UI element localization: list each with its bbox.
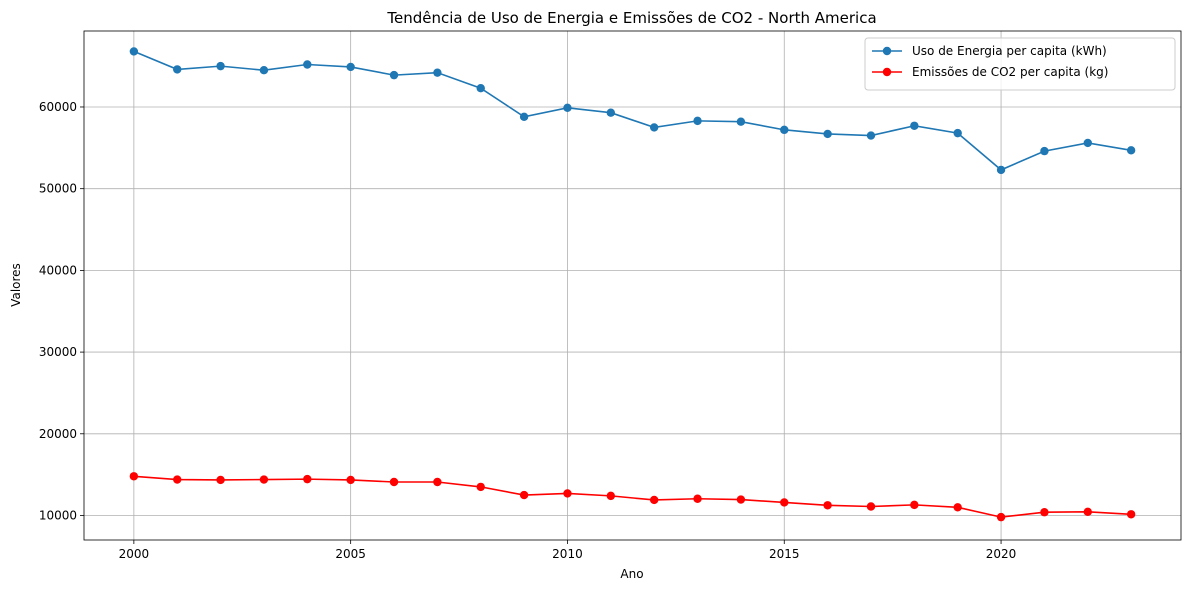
x-tick-label: 2010 bbox=[552, 547, 583, 561]
data-point bbox=[910, 121, 919, 130]
data-point bbox=[736, 495, 746, 504]
data-point bbox=[693, 116, 702, 126]
data-point bbox=[476, 482, 485, 492]
series-2 bbox=[129, 472, 1136, 522]
data-point bbox=[1083, 507, 1092, 517]
data-point bbox=[780, 498, 789, 507]
data-point bbox=[606, 108, 616, 117]
data-point bbox=[866, 502, 876, 511]
x-axis-label: Ano bbox=[620, 567, 643, 581]
data-point bbox=[996, 512, 1006, 522]
series-line bbox=[133, 475, 1132, 518]
data-point bbox=[216, 475, 225, 485]
y-axis-ticks: 10000 20000 30000 40000 50000 60000 bbox=[39, 100, 84, 522]
x-tick-label: 2020 bbox=[986, 547, 1017, 561]
data-point bbox=[433, 68, 442, 77]
data-point bbox=[996, 165, 1006, 175]
series-1 bbox=[129, 47, 1136, 175]
series-line bbox=[133, 50, 1132, 171]
plot-frame bbox=[83, 30, 1182, 541]
data-point bbox=[173, 65, 182, 74]
data-point bbox=[389, 70, 399, 80]
data-point bbox=[173, 475, 182, 484]
data-point bbox=[519, 490, 529, 500]
data-point bbox=[910, 500, 919, 510]
legend-entry: Emissões de CO2 per capita (kg) bbox=[872, 65, 1108, 79]
data-point bbox=[1126, 510, 1136, 519]
data-point bbox=[519, 112, 529, 121]
data-point bbox=[259, 66, 269, 75]
data-point bbox=[129, 472, 139, 481]
data-point bbox=[1083, 138, 1092, 148]
data-point bbox=[259, 475, 269, 484]
data-point bbox=[563, 103, 572, 112]
data-point bbox=[866, 131, 876, 140]
series-layer bbox=[129, 47, 1136, 522]
chart-title: Tendência de Uso de Energia e Emissões d… bbox=[386, 9, 876, 27]
data-point bbox=[303, 60, 312, 69]
legend-box bbox=[864, 37, 1176, 91]
legend-marker bbox=[882, 67, 892, 77]
data-point bbox=[389, 477, 399, 487]
data-point bbox=[1040, 146, 1049, 156]
data-point bbox=[780, 125, 789, 135]
data-point bbox=[649, 495, 659, 505]
legend-label: Emissões de CO2 per capita (kg) bbox=[912, 65, 1108, 79]
data-point bbox=[649, 123, 659, 132]
data-point bbox=[953, 503, 962, 512]
data-point bbox=[476, 83, 485, 93]
data-point bbox=[1040, 508, 1049, 517]
x-tick-label: 2015 bbox=[769, 547, 800, 561]
x-tick-label: 2005 bbox=[335, 547, 366, 561]
y-tick-label: 60000 bbox=[39, 100, 77, 114]
data-point bbox=[606, 491, 616, 501]
legend-entry: Uso de Energia per capita (kWh) bbox=[872, 44, 1107, 58]
data-point bbox=[823, 501, 832, 510]
x-axis-ticks: 2000 2005 2010 2015 2020 bbox=[119, 540, 1017, 561]
legend-marker bbox=[882, 46, 892, 56]
data-point bbox=[346, 475, 355, 485]
x-tick-label: 2000 bbox=[119, 547, 150, 561]
y-tick-label: 10000 bbox=[39, 508, 77, 522]
y-tick-label: 20000 bbox=[39, 427, 77, 441]
data-point bbox=[736, 117, 746, 126]
legend: Uso de Energia per capita (kWh) Emissões … bbox=[864, 37, 1176, 91]
y-axis-label: Valores bbox=[9, 263, 23, 307]
y-tick-label: 50000 bbox=[39, 182, 77, 196]
data-point bbox=[823, 129, 832, 139]
data-point bbox=[693, 494, 702, 503]
data-point bbox=[303, 474, 312, 484]
data-point bbox=[563, 489, 572, 498]
data-point bbox=[129, 47, 139, 56]
data-point bbox=[216, 61, 225, 71]
data-point bbox=[346, 62, 355, 72]
data-point bbox=[953, 128, 962, 138]
data-point bbox=[1126, 146, 1136, 155]
y-tick-label: 40000 bbox=[39, 263, 77, 277]
grid-lines bbox=[84, 31, 1181, 540]
legend-label: Uso de Energia per capita (kWh) bbox=[912, 44, 1107, 58]
y-tick-label: 30000 bbox=[39, 345, 77, 359]
data-point bbox=[433, 477, 442, 487]
